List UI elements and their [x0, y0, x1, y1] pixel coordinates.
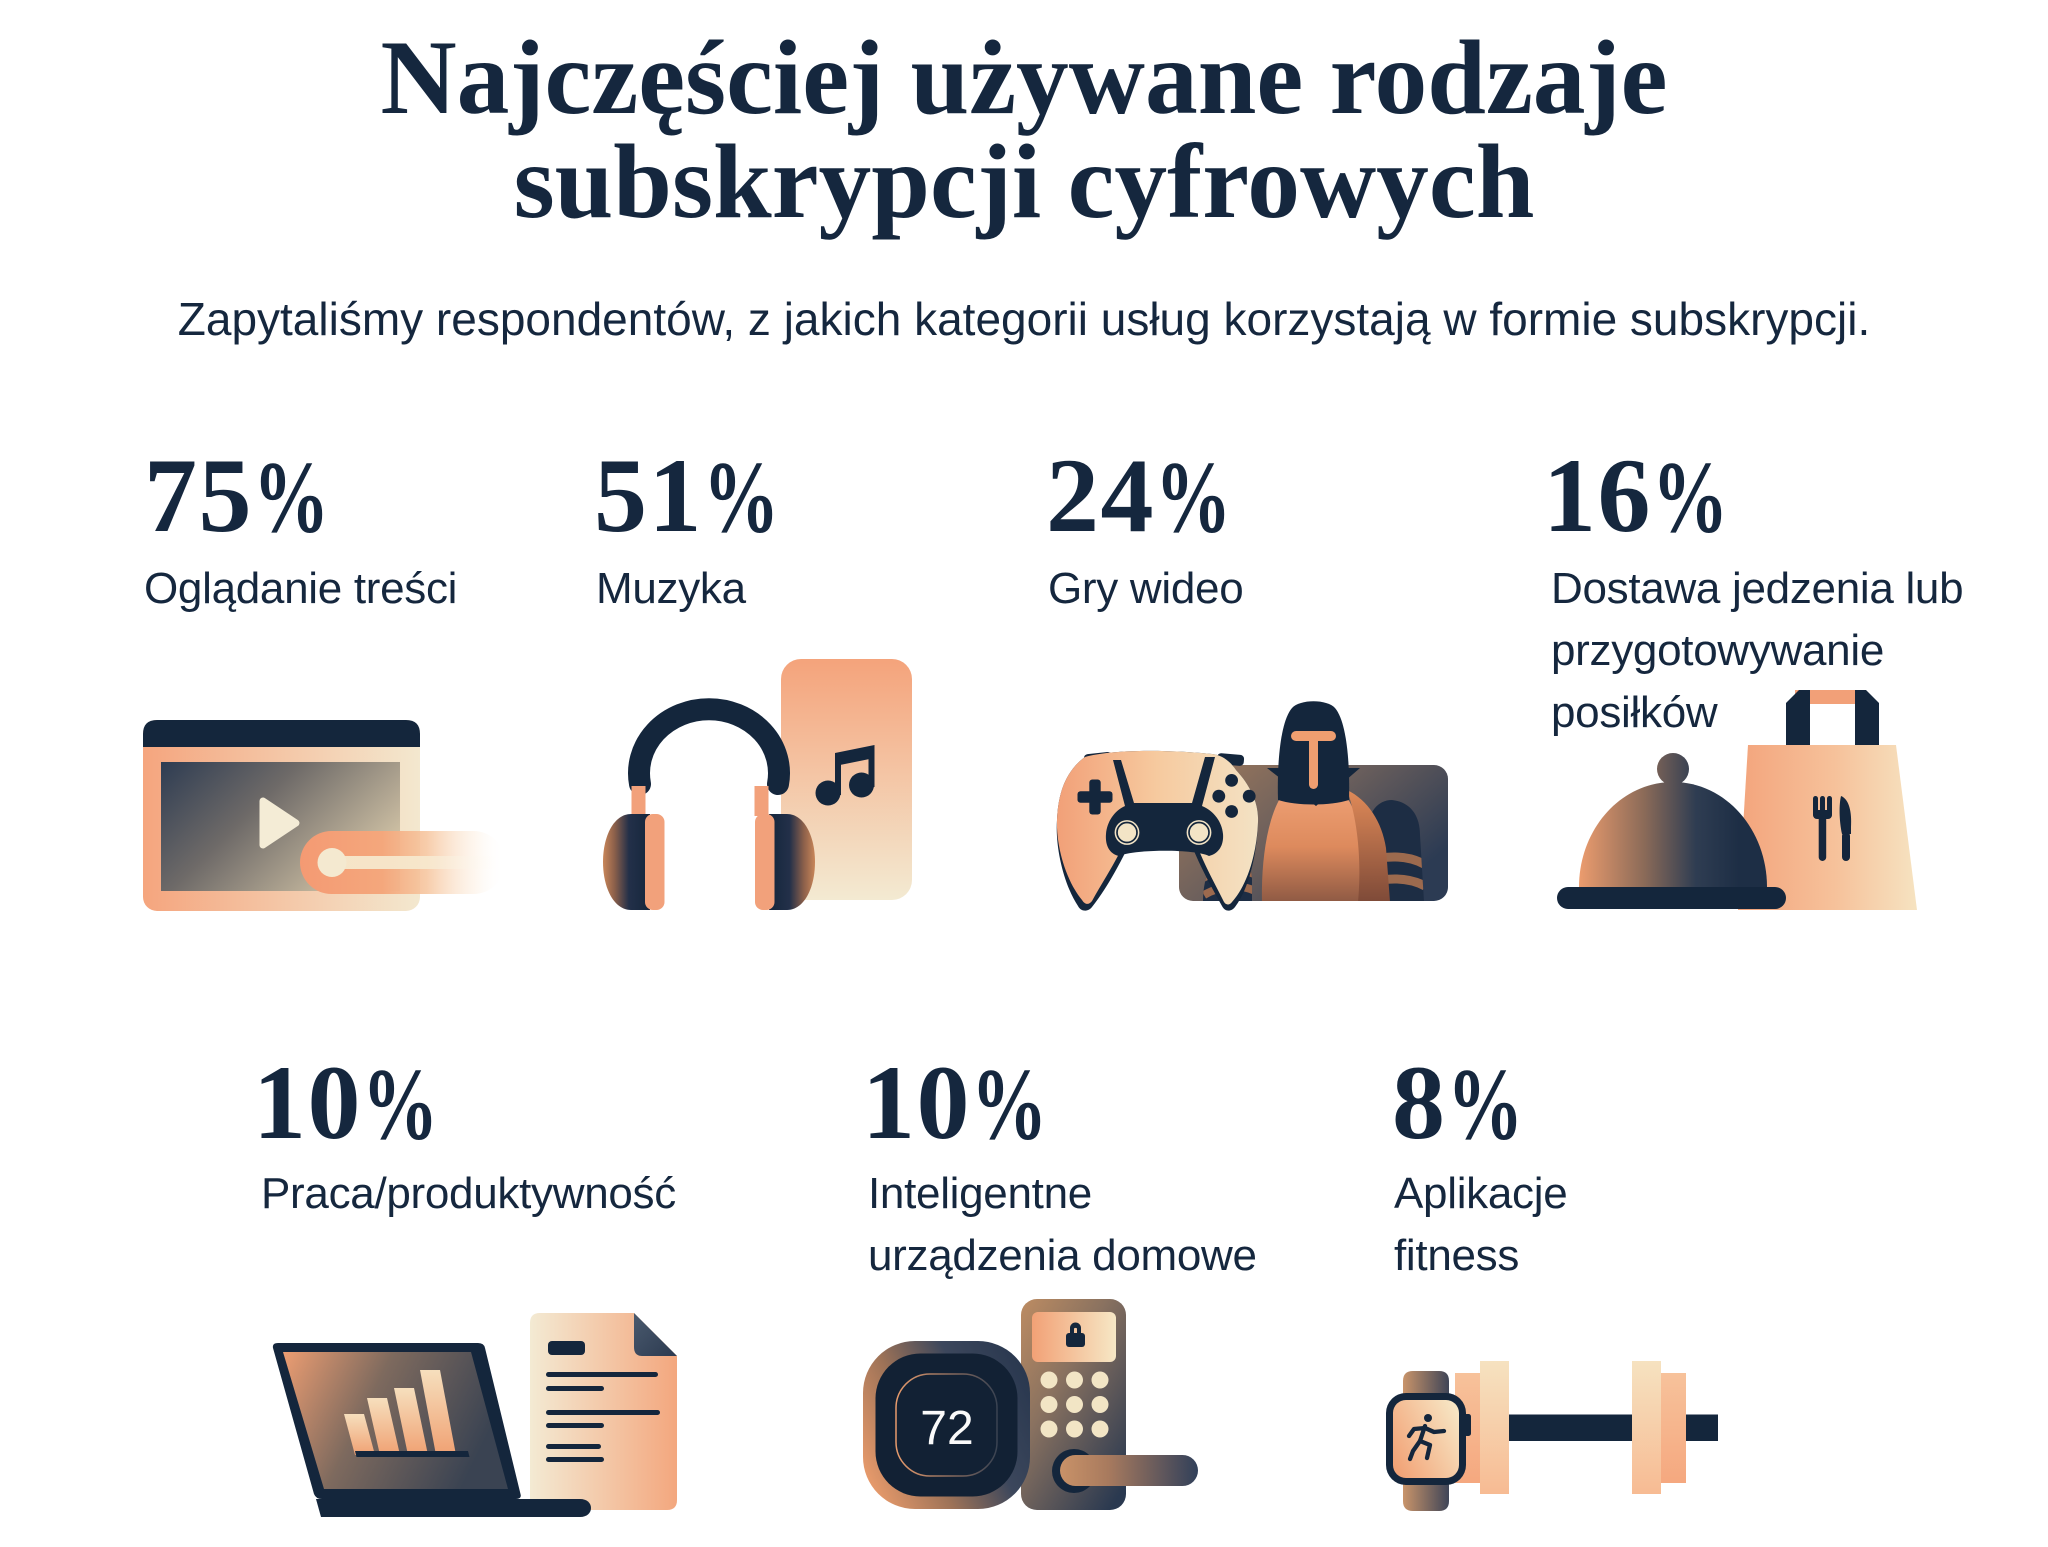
svg-text:72: 72 [920, 1402, 973, 1455]
